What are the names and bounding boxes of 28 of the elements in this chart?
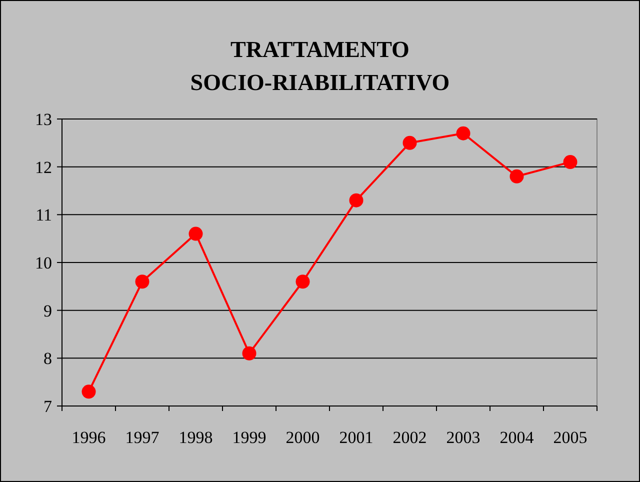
x-tick-label: 1997 bbox=[125, 428, 160, 447]
x-tick-label: 2003 bbox=[446, 428, 480, 447]
y-tick-label: 13 bbox=[35, 110, 52, 129]
x-tick-label: 2000 bbox=[286, 428, 320, 447]
y-tick-label: 11 bbox=[36, 206, 52, 225]
point bbox=[242, 346, 256, 360]
y-tick-label: 8 bbox=[44, 349, 52, 368]
x-tick-label: 1999 bbox=[232, 428, 266, 447]
point bbox=[349, 193, 364, 208]
point bbox=[510, 169, 524, 184]
x-tick-label: 2001 bbox=[339, 428, 374, 447]
point bbox=[563, 155, 578, 170]
point bbox=[296, 274, 310, 289]
x-tick-label: 1998 bbox=[178, 428, 213, 447]
x-tick-label: 1996 bbox=[72, 428, 106, 447]
point bbox=[82, 384, 96, 399]
y-tick-label: 10 bbox=[35, 253, 52, 272]
y-tick-label: 12 bbox=[35, 158, 52, 177]
y-tick-label: 9 bbox=[44, 301, 52, 320]
chart-title: TRATTAMENTO SOCIO-RIABILITATIVO bbox=[190, 37, 450, 95]
point bbox=[402, 136, 417, 150]
point bbox=[188, 226, 203, 241]
x-tick-label: 2004 bbox=[500, 428, 534, 447]
point bbox=[456, 126, 470, 140]
x-tick-label: 2005 bbox=[553, 428, 588, 447]
x-tick-label: 2002 bbox=[392, 428, 427, 447]
y-tick-label: 7 bbox=[44, 396, 52, 416]
point bbox=[135, 274, 150, 289]
